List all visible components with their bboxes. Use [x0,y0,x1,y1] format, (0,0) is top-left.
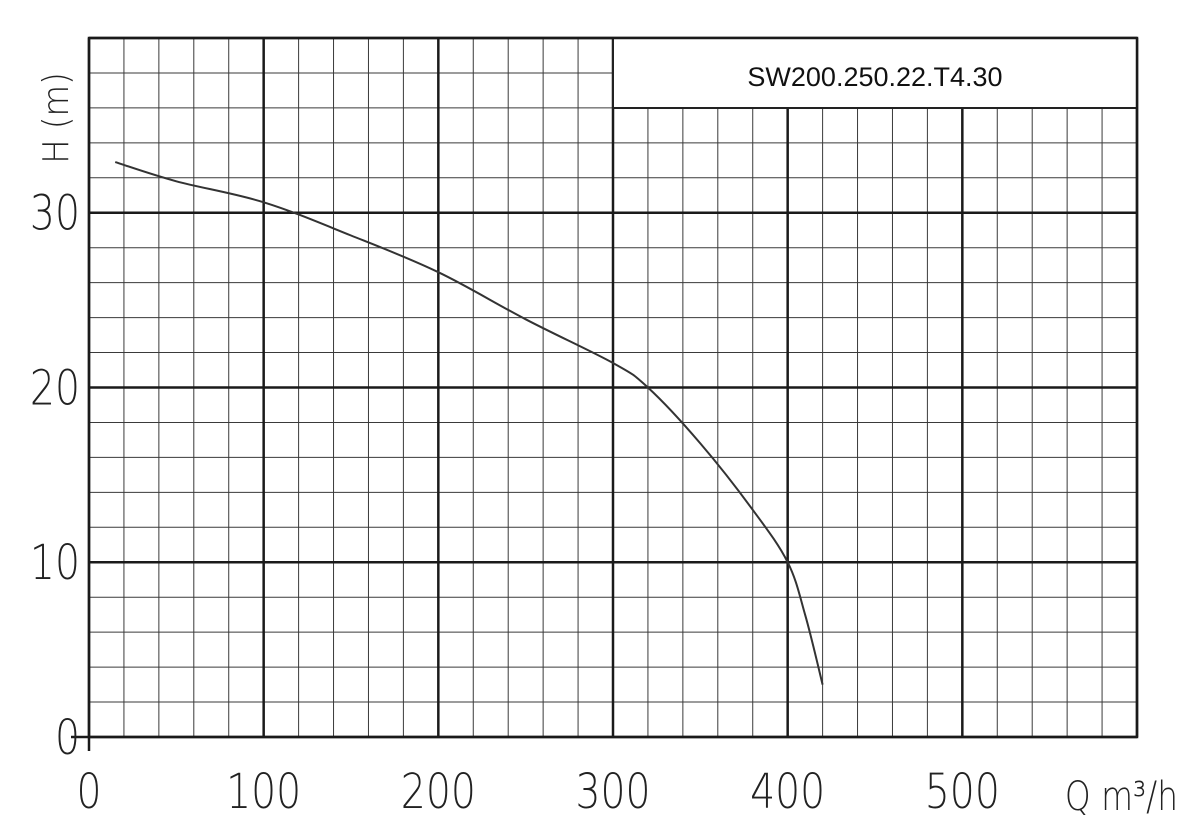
y-tick-label: 30 [30,186,80,242]
y-tick-label: 20 [30,361,80,417]
y-tick-labels: 0 10 20 30 [30,186,80,766]
x-tick-label: 300 [575,764,650,820]
x-axis-label: Q m³/h [1065,773,1178,820]
chart-title: SW200.250.22.T4.30 [747,62,1002,92]
title-box [612,37,1138,109]
x-tick-label: 500 [925,764,1000,820]
series-group [114,161,824,685]
y-tick-label: 10 [30,536,80,592]
series-line-0 [114,161,824,685]
x-tick-label: 100 [226,764,301,820]
x-tick-label: 400 [750,764,825,820]
x-tick-label: 0 [76,764,101,820]
x-tick-labels: 0 100 200 300 400 500 [76,764,999,820]
y-tick-label: 0 [55,710,80,766]
x-tick-label: 200 [401,764,476,820]
plot-frame [87,36,1139,739]
axes [71,36,1139,751]
y-axis-label: H (m) [35,72,77,163]
